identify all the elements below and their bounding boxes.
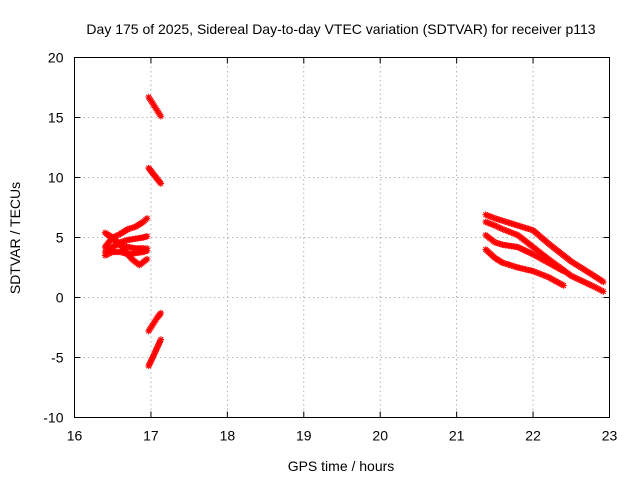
data-point <box>157 180 165 187</box>
data-point <box>157 309 165 317</box>
x-tick-label: 20 <box>372 428 388 444</box>
data-point <box>487 213 494 220</box>
data-point <box>502 227 509 234</box>
data-point <box>600 288 607 295</box>
data-point <box>143 215 151 222</box>
series-arc-f <box>145 93 165 120</box>
data-point <box>488 221 495 228</box>
data-point <box>143 247 151 254</box>
data-point <box>485 212 492 220</box>
data-point <box>157 336 165 343</box>
data-point <box>600 278 607 286</box>
data-point <box>531 268 538 275</box>
data-point <box>106 250 113 257</box>
series-arc-k <box>482 218 607 295</box>
data-point <box>143 255 151 263</box>
data-point <box>101 252 109 259</box>
series-arc-m <box>482 246 567 289</box>
data-point <box>143 233 151 240</box>
data-point <box>491 222 499 229</box>
data-point <box>115 231 123 238</box>
data-point <box>482 211 489 218</box>
data-points <box>101 93 607 370</box>
x-tick-label: 16 <box>67 428 83 444</box>
grid <box>74 57 610 418</box>
data-point <box>494 223 502 231</box>
x-tick-label: 21 <box>449 428 465 444</box>
data-point <box>539 271 546 278</box>
data-point <box>511 230 518 238</box>
x-tick-label: 22 <box>525 428 541 444</box>
data-point <box>542 272 549 280</box>
chart-title: Day 175 of 2025, Sidereal Day-to-day VTE… <box>86 21 595 37</box>
data-point <box>103 251 110 258</box>
data-point <box>490 214 497 221</box>
x-tick-label: 18 <box>220 428 236 444</box>
data-point <box>534 269 541 277</box>
data-point <box>513 231 520 238</box>
series-arc-g <box>145 164 165 187</box>
series-arc-i <box>145 336 165 370</box>
data-point <box>484 212 491 219</box>
x-axis-label: GPS time / hours <box>288 458 395 474</box>
data-point <box>484 219 491 226</box>
data-point <box>487 220 494 227</box>
y-tick-label: 15 <box>48 110 64 126</box>
data-point <box>540 272 547 279</box>
data-point <box>112 232 119 240</box>
series-arc-e <box>105 231 151 269</box>
data-point <box>488 213 495 221</box>
series-arc-l <box>482 231 567 275</box>
data-point <box>508 229 515 236</box>
y-tick-label: 10 <box>48 170 64 186</box>
x-tick-label: 23 <box>602 428 618 444</box>
data-point <box>104 250 112 258</box>
data-point <box>493 223 500 230</box>
data-point <box>499 225 506 233</box>
data-point <box>107 249 115 256</box>
data-point <box>510 230 517 237</box>
y-axis-label: SDTVAR / TECUs <box>7 182 23 294</box>
data-point <box>537 270 544 278</box>
y-tick-label: -5 <box>51 350 64 366</box>
data-point <box>157 113 165 120</box>
data-point <box>560 282 567 289</box>
x-tick-label: 17 <box>143 428 159 444</box>
data-point <box>560 267 567 275</box>
data-point <box>114 232 121 239</box>
data-point <box>497 225 505 232</box>
x-tick-label: 19 <box>296 428 312 444</box>
y-tick-label: 5 <box>56 230 64 246</box>
y-tick-label: -10 <box>43 410 63 426</box>
data-point <box>543 273 551 280</box>
data-point <box>529 267 537 275</box>
data-point <box>490 221 497 229</box>
y-tick-label: 0 <box>56 290 64 306</box>
data-point <box>482 218 489 226</box>
data-point <box>535 270 543 277</box>
series-arc-j <box>482 211 607 286</box>
data-point <box>485 219 492 227</box>
data-point <box>496 224 503 231</box>
data-point <box>506 228 514 236</box>
y-tick-label: 20 <box>48 50 64 66</box>
axis-ticks: 16 17 18 19 20 21 22 23 -10 -5 0 5 10 15 20 <box>43 50 617 444</box>
data-point <box>532 269 540 276</box>
series-arc-h <box>145 309 165 335</box>
data-point <box>505 228 512 235</box>
data-point <box>500 226 508 233</box>
data-point <box>503 227 511 235</box>
